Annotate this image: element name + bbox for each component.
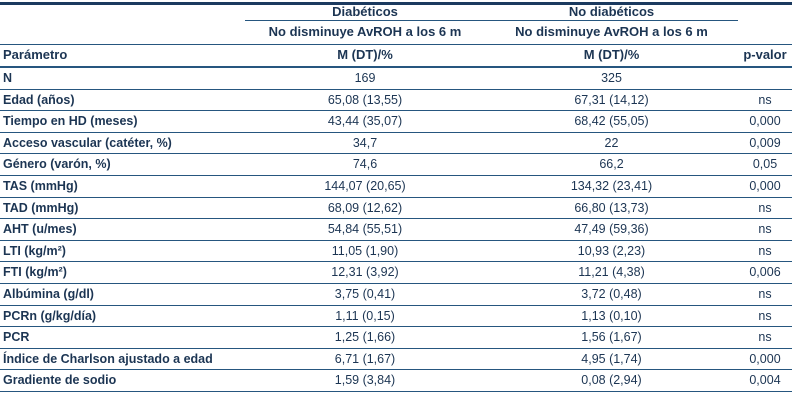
no-diabeticos-cell: 68,42 (55,05)	[485, 110, 738, 133]
diabeticos-cell: 12,31 (3,92)	[245, 261, 485, 284]
table-row: Gradiente de sodio 1,59 (3,84) 0,08 (2,9…	[0, 369, 792, 392]
p-value-cell: ns	[738, 89, 792, 112]
param-cell: TAD (mmHg)	[0, 197, 245, 220]
param-cell: Edad (años)	[0, 89, 245, 112]
table-row: PCRn (g/kg/día) 1,11 (0,15) 1,13 (0,10) …	[0, 305, 792, 328]
table-header: Diabéticos No diabéticos No disminuye Av…	[0, 3, 792, 68]
p-value-cell: ns	[738, 283, 792, 306]
diabeticos-cell: 54,84 (55,51)	[245, 218, 485, 241]
p-value-cell: 0,009	[738, 132, 792, 155]
table-row: AHT (u/mes) 54,84 (55,51) 47,49 (59,36) …	[0, 218, 792, 241]
p-value-cell: 0,000	[738, 175, 792, 198]
diabeticos-cell: 65,08 (13,55)	[245, 89, 485, 112]
subheader-no-diabeticos: No disminuye AvROH a los 6 m	[485, 20, 738, 45]
param-cell: Gradiente de sodio	[0, 369, 245, 392]
table-row: LTI (kg/m²) 11,05 (1,90) 10,93 (2,23) ns	[0, 240, 792, 263]
table-row: FTI (kg/m²) 12,31 (3,92) 11,21 (4,38) 0,…	[0, 261, 792, 284]
p-value-cell: 0,000	[738, 110, 792, 133]
no-diabeticos-cell: 4,95 (1,74)	[485, 348, 738, 371]
p-value-cell	[738, 67, 792, 90]
p-value-cell: 0,05	[738, 153, 792, 176]
table-row: Tiempo en HD (meses) 43,44 (35,07) 68,42…	[0, 110, 792, 133]
subheader-diabeticos: No disminuye AvROH a los 6 m	[245, 20, 485, 45]
diabeticos-cell: 68,09 (12,62)	[245, 197, 485, 220]
param-cell: N	[0, 67, 245, 90]
no-diabeticos-cell: 66,80 (13,73)	[485, 197, 738, 220]
p-value-cell: 0,004	[738, 369, 792, 392]
column-header-parametro: Parámetro	[0, 44, 245, 68]
param-cell: Albúmina (g/dl)	[0, 283, 245, 306]
no-diabeticos-cell: 1,13 (0,10)	[485, 305, 738, 328]
diabeticos-cell: 43,44 (35,07)	[245, 110, 485, 133]
diabeticos-cell: 74,6	[245, 153, 485, 176]
diabeticos-cell: 1,25 (1,66)	[245, 326, 485, 349]
no-diabeticos-cell: 66,2	[485, 153, 738, 176]
table-row: TAS (mmHg) 144,07 (20,65) 134,32 (23,41)…	[0, 175, 792, 198]
subheader-spacer	[0, 20, 245, 45]
param-cell: Índice de Charlson ajustado a edad	[0, 348, 245, 371]
no-diabeticos-cell: 10,93 (2,23)	[485, 240, 738, 263]
param-cell: PCRn (g/kg/día)	[0, 305, 245, 328]
table-body: N 169 325 Edad (años) 65,08 (13,55) 67,3…	[0, 67, 792, 392]
param-cell: FTI (kg/m²)	[0, 261, 245, 284]
no-diabeticos-cell: 11,21 (4,38)	[485, 261, 738, 284]
no-diabeticos-cell: 47,49 (59,36)	[485, 218, 738, 241]
column-header-mdt-diabeticos: M (DT)/%	[245, 44, 485, 68]
param-cell: LTI (kg/m²)	[0, 240, 245, 263]
column-header-mdt-no-diabeticos: M (DT)/%	[485, 44, 738, 68]
diabeticos-cell: 3,75 (0,41)	[245, 283, 485, 306]
no-diabeticos-cell: 325	[485, 67, 738, 90]
table-row: Acceso vascular (catéter, %) 34,7 22 0,0…	[0, 132, 792, 155]
diabeticos-cell: 144,07 (20,65)	[245, 175, 485, 198]
group-header-diabeticos: Diabéticos	[245, 3, 485, 21]
diabeticos-cell: 1,11 (0,15)	[245, 305, 485, 328]
diabeticos-cell: 169	[245, 67, 485, 90]
diabeticos-cell: 6,71 (1,67)	[245, 348, 485, 371]
no-diabeticos-cell: 22	[485, 132, 738, 155]
param-cell: AHT (u/mes)	[0, 218, 245, 241]
corner-spacer	[738, 4, 792, 21]
diabeticos-cell: 1,59 (3,84)	[245, 369, 485, 392]
table-row: Albúmina (g/dl) 3,75 (0,41) 3,72 (0,48) …	[0, 283, 792, 306]
param-cell: TAS (mmHg)	[0, 175, 245, 198]
no-diabeticos-cell: 1,56 (1,67)	[485, 326, 738, 349]
no-diabeticos-cell: 67,31 (14,12)	[485, 89, 738, 112]
param-cell: Tiempo en HD (meses)	[0, 110, 245, 133]
group-header-row: Diabéticos No diabéticos	[0, 3, 792, 21]
column-header-p-valor: p-valor	[738, 44, 792, 68]
table-row: Índice de Charlson ajustado a edad 6,71 …	[0, 348, 792, 371]
no-diabeticos-cell: 0,08 (2,94)	[485, 369, 738, 392]
column-header-row: Parámetro M (DT)/% M (DT)/% p-valor	[0, 44, 792, 68]
p-value-cell: 0,006	[738, 261, 792, 284]
diabeticos-cell: 11,05 (1,90)	[245, 240, 485, 263]
table-row: Edad (años) 65,08 (13,55) 67,31 (14,12) …	[0, 89, 792, 112]
p-value-cell: ns	[738, 305, 792, 328]
table-row: N 169 325	[0, 67, 792, 90]
param-cell: PCR	[0, 326, 245, 349]
corner-spacer	[0, 4, 245, 21]
subheader-spacer	[738, 20, 792, 45]
param-cell: Acceso vascular (catéter, %)	[0, 132, 245, 155]
p-value-cell: ns	[738, 197, 792, 220]
diabeticos-cell: 34,7	[245, 132, 485, 155]
subheader-row: No disminuye AvROH a los 6 m No disminuy…	[0, 20, 792, 45]
p-value-cell: ns	[738, 218, 792, 241]
param-cell: Género (varón, %)	[0, 153, 245, 176]
p-value-cell: ns	[738, 326, 792, 349]
clinical-comparison-table: Diabéticos No diabéticos No disminuye Av…	[0, 2, 792, 392]
table-row: Género (varón, %) 74,6 66,2 0,05	[0, 153, 792, 176]
group-header-no-diabeticos: No diabéticos	[485, 3, 738, 21]
p-value-cell: ns	[738, 240, 792, 263]
table-row: TAD (mmHg) 68,09 (12,62) 66,80 (13,73) n…	[0, 197, 792, 220]
table-row: PCR 1,25 (1,66) 1,56 (1,67) ns	[0, 326, 792, 349]
no-diabeticos-cell: 3,72 (0,48)	[485, 283, 738, 306]
no-diabeticos-cell: 134,32 (23,41)	[485, 175, 738, 198]
p-value-cell: 0,000	[738, 348, 792, 371]
